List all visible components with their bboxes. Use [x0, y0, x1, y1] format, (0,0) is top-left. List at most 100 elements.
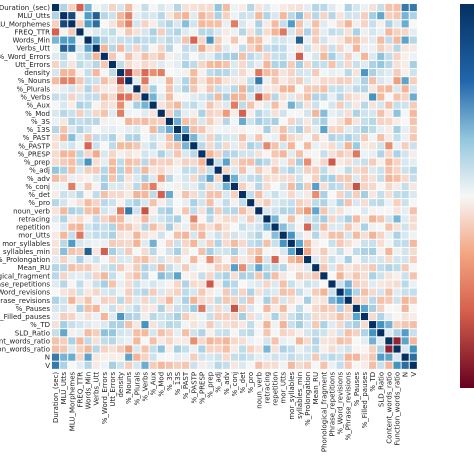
heatmap-cell	[263, 361, 271, 369]
heatmap-cell	[173, 12, 182, 20]
heatmap-cell	[222, 304, 230, 312]
heatmap-cell	[214, 239, 222, 247]
heatmap-cell	[108, 158, 117, 166]
heatmap-cell	[100, 28, 108, 36]
heatmap-cell	[68, 182, 76, 190]
heatmap-cell	[84, 361, 92, 369]
heatmap-cell	[312, 361, 320, 369]
heatmap-cell	[328, 44, 336, 52]
heatmap-cell	[287, 280, 295, 288]
heatmap-cell	[60, 182, 68, 190]
heatmap-cell	[60, 296, 68, 304]
heatmap-cell	[60, 93, 68, 101]
heatmap-cell	[328, 12, 336, 20]
heatmap-cell	[173, 256, 182, 264]
heatmap-cell	[393, 239, 401, 247]
heatmap-cell	[198, 117, 206, 125]
heatmap-cell	[52, 312, 60, 321]
heatmap-cell	[312, 44, 320, 52]
heatmap-cell	[287, 36, 295, 44]
heatmap-cell	[230, 288, 238, 296]
x-tick-label: %_TD	[369, 372, 377, 392]
heatmap-cell	[108, 223, 117, 231]
heatmap-cell	[344, 28, 352, 36]
heatmap-cell	[125, 296, 133, 304]
heatmap-cell	[60, 207, 68, 215]
heatmap-cell	[173, 207, 182, 215]
heatmap-cell	[230, 134, 238, 142]
heatmap-cell	[320, 247, 328, 256]
heatmap-cell	[271, 304, 279, 312]
heatmap-cell	[230, 296, 238, 304]
heatmap-cell	[312, 60, 320, 69]
heatmap-cell	[295, 134, 304, 142]
heatmap-cell	[190, 12, 198, 20]
heatmap-cell	[279, 93, 287, 101]
heatmap-cell	[295, 20, 304, 28]
heatmap-cell	[198, 12, 206, 20]
heatmap-cell	[214, 85, 222, 93]
heatmap-cell	[149, 20, 157, 28]
heatmap-cell	[214, 12, 222, 20]
heatmap-cell	[385, 199, 393, 207]
heatmap-cell	[173, 345, 182, 353]
heatmap-cell	[190, 272, 198, 280]
heatmap-cell	[214, 215, 222, 223]
x-tick-label: %_Aux	[150, 372, 158, 396]
heatmap-cell	[76, 256, 84, 264]
heatmap-cell	[100, 256, 108, 264]
heatmap-cell	[385, 190, 393, 199]
x-tick-label: %_PAST	[182, 371, 190, 399]
heatmap-cell	[360, 44, 369, 52]
heatmap-cell	[287, 264, 295, 272]
heatmap-cell	[271, 174, 279, 182]
heatmap-cell	[214, 207, 222, 215]
heatmap-cell	[141, 264, 149, 272]
heatmap-cell	[230, 77, 238, 85]
heatmap-cell	[344, 312, 352, 321]
heatmap-cell	[393, 280, 401, 288]
heatmap-cell	[141, 207, 149, 215]
heatmap-cell	[320, 28, 328, 36]
heatmap-cell	[76, 142, 84, 150]
heatmap-cell	[369, 125, 377, 134]
heatmap-cell	[320, 223, 328, 231]
heatmap-cell	[68, 52, 76, 60]
heatmap-cell	[279, 28, 287, 36]
heatmap-cell	[238, 60, 247, 69]
heatmap-cell	[173, 60, 182, 69]
heatmap-cell	[295, 174, 304, 182]
heatmap-cell	[393, 44, 401, 52]
heatmap-cell	[271, 93, 279, 101]
heatmap-cell	[92, 101, 100, 109]
heatmap-cell	[157, 134, 165, 142]
heatmap-cell	[344, 36, 352, 44]
heatmap-cell	[100, 60, 108, 69]
heatmap-cell	[125, 69, 133, 77]
heatmap-cell	[255, 150, 263, 158]
heatmap-cell	[108, 337, 117, 345]
y-tick-label: Verbs_Utt	[16, 45, 50, 53]
x-tick-label: %_Phrase_revisions	[345, 372, 353, 441]
heatmap-cell	[165, 190, 173, 199]
heatmap-cell	[263, 77, 271, 85]
heatmap-cell	[141, 247, 149, 256]
heatmap-cell	[328, 20, 336, 28]
heatmap-cell	[60, 174, 68, 182]
heatmap-cell	[247, 288, 255, 296]
heatmap-cell	[60, 69, 68, 77]
heatmap-cell	[247, 158, 255, 166]
heatmap-cell	[141, 329, 149, 337]
heatmap-cell	[238, 182, 247, 190]
heatmap-cell	[222, 190, 230, 199]
heatmap-cell	[173, 199, 182, 207]
heatmap-cell	[409, 142, 417, 150]
heatmap-cell	[149, 52, 157, 60]
heatmap-cell	[304, 158, 312, 166]
heatmap-cell	[52, 345, 60, 353]
heatmap-cell	[60, 109, 68, 117]
heatmap-cell	[108, 142, 117, 150]
heatmap-cell	[287, 12, 295, 20]
x-tick-label: Verbs_Utt	[93, 372, 101, 406]
heatmap-cell	[60, 280, 68, 288]
